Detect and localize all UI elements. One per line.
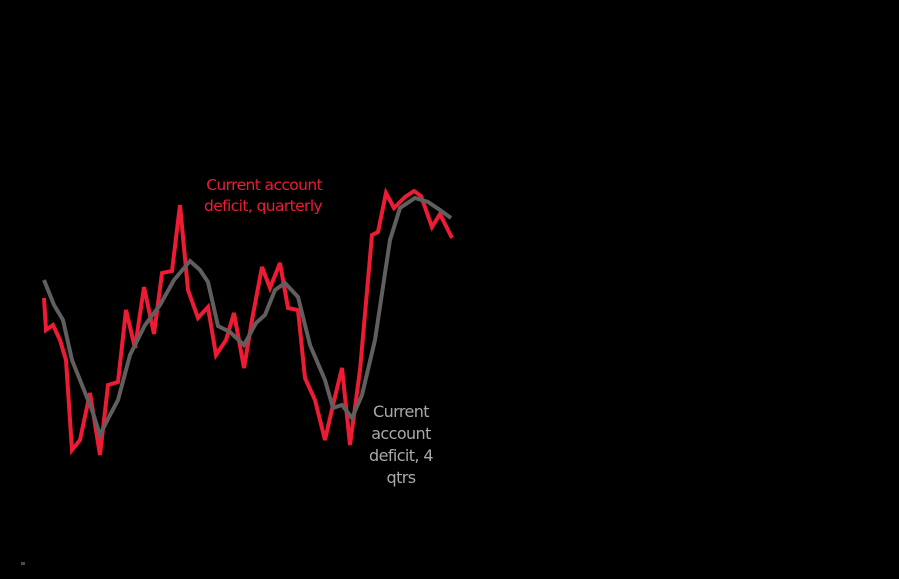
series-layer (42, 187, 454, 456)
quarterly-series-label: Current account deficit, quarterly (204, 176, 323, 215)
four-quarter-series-label: Current account deficit, 4 qtrs (369, 402, 434, 487)
four-quarter-deficit-line (42, 195, 453, 441)
source-mark (21, 562, 25, 565)
